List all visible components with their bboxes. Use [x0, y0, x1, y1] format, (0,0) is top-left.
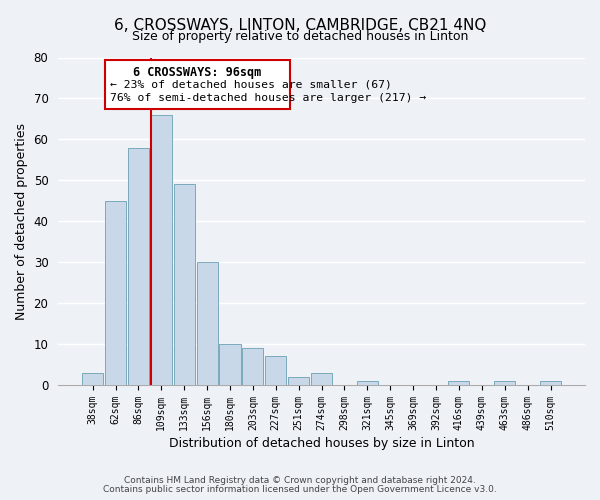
Text: Contains HM Land Registry data © Crown copyright and database right 2024.: Contains HM Land Registry data © Crown c… [124, 476, 476, 485]
Bar [82, 373, 103, 385]
Bar [105, 201, 126, 385]
Bar [494, 381, 515, 385]
Bar [242, 348, 263, 385]
Text: 76% of semi-detached houses are larger (217) →: 76% of semi-detached houses are larger (… [110, 93, 426, 103]
Bar [265, 356, 286, 385]
Text: Contains public sector information licensed under the Open Government Licence v3: Contains public sector information licen… [103, 484, 497, 494]
Bar [220, 344, 241, 385]
Bar [151, 115, 172, 385]
Bar [197, 262, 218, 385]
Bar [540, 381, 561, 385]
Y-axis label: Number of detached properties: Number of detached properties [15, 123, 28, 320]
Text: ← 23% of detached houses are smaller (67): ← 23% of detached houses are smaller (67… [110, 79, 392, 89]
Bar [288, 377, 309, 385]
X-axis label: Distribution of detached houses by size in Linton: Distribution of detached houses by size … [169, 437, 475, 450]
Text: 6, CROSSWAYS, LINTON, CAMBRIDGE, CB21 4NQ: 6, CROSSWAYS, LINTON, CAMBRIDGE, CB21 4N… [114, 18, 486, 32]
FancyBboxPatch shape [105, 60, 290, 108]
Bar [173, 184, 195, 385]
Bar [448, 381, 469, 385]
Text: 6 CROSSWAYS: 96sqm: 6 CROSSWAYS: 96sqm [133, 66, 262, 78]
Text: Size of property relative to detached houses in Linton: Size of property relative to detached ho… [132, 30, 468, 43]
Bar [128, 148, 149, 385]
Bar [311, 373, 332, 385]
Bar [357, 381, 378, 385]
